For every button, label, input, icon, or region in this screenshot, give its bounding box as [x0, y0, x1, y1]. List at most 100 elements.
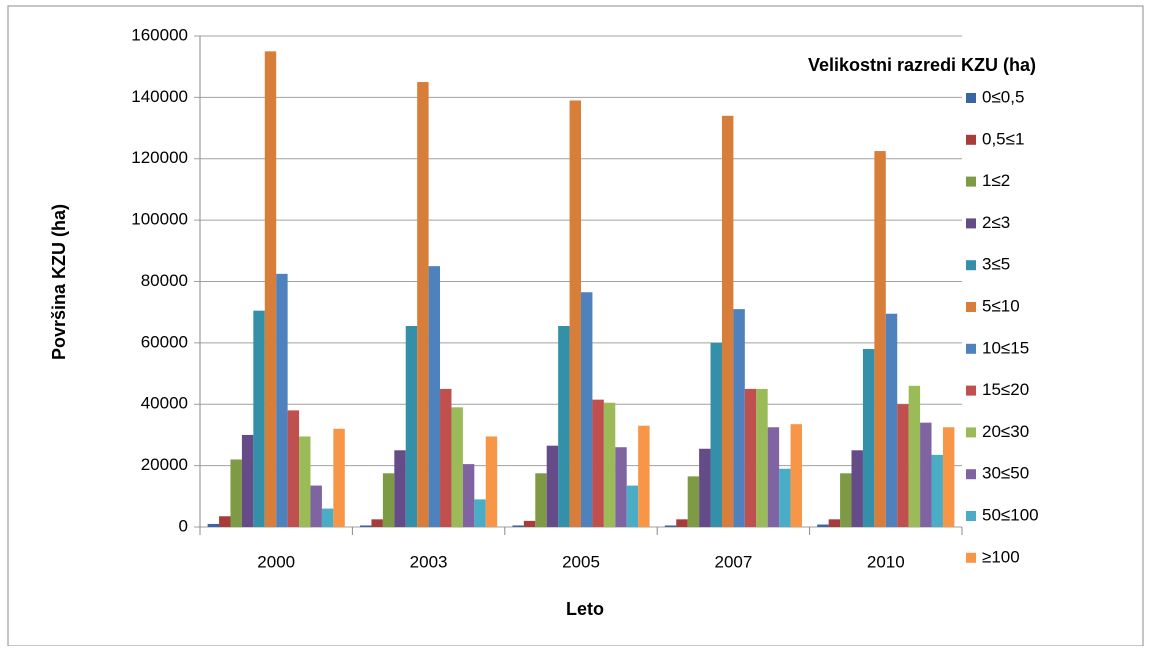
legend-swatch: [966, 385, 976, 396]
bar: [767, 427, 780, 527]
legend-swatch: [966, 427, 976, 438]
y-tick-label: 160000: [131, 25, 188, 44]
y-tick-label: 120000: [131, 148, 188, 167]
legend-label: 1≤2: [982, 171, 1010, 190]
legend-label: 50≤100: [982, 505, 1039, 524]
bar: [908, 385, 921, 527]
bar: [779, 468, 791, 527]
bar: [417, 82, 429, 527]
bar: [862, 349, 875, 527]
bar: [546, 445, 559, 527]
bar: [371, 519, 383, 527]
bar: [840, 473, 852, 527]
legend-swatch: [966, 260, 976, 271]
bar: [394, 450, 406, 527]
bar: [253, 310, 265, 527]
bar: [310, 485, 322, 527]
x-tick-label: 2003: [410, 552, 448, 571]
bar: [264, 51, 277, 527]
bar: [756, 388, 768, 527]
bar: [721, 115, 734, 527]
x-tick-label: 2010: [867, 552, 905, 571]
bar: [885, 313, 898, 527]
legend-swatch: [966, 302, 976, 312]
x-tick-label: 2007: [714, 552, 752, 571]
bar: [558, 325, 570, 527]
legend-swatch: [966, 469, 976, 480]
y-tick-label: 20000: [141, 455, 188, 474]
legend-label: 10≤15: [982, 338, 1029, 357]
legend-swatch: [966, 134, 976, 145]
legend-label: 5≤10: [982, 296, 1020, 315]
bar: [744, 388, 757, 527]
bar: [664, 525, 677, 527]
bar: [360, 525, 372, 527]
legend-label: 2≤3: [982, 213, 1010, 232]
bar: [874, 151, 886, 527]
bar: [733, 309, 745, 527]
y-tick-label: 60000: [141, 332, 188, 351]
bar: [699, 448, 711, 527]
bar: [638, 425, 650, 527]
legend-label: 20≤30: [982, 422, 1029, 441]
bar: [512, 525, 524, 527]
legend-title: Velikostni razredi KZU (ha): [808, 55, 1036, 75]
legend-label: 30≤50: [982, 464, 1029, 483]
bar: [942, 427, 955, 527]
bar: [299, 436, 311, 527]
bar: [676, 519, 688, 527]
legend-label: 0,5≤1: [982, 129, 1024, 148]
legend-label: 15≤20: [982, 380, 1029, 399]
y-axis-title: Površina KZU (ha): [49, 204, 69, 360]
bar: [687, 476, 700, 527]
x-tick-label: 2005: [562, 552, 600, 571]
x-tick-label: 2000: [257, 552, 295, 571]
bar: [241, 434, 254, 527]
legend-swatch: [966, 93, 976, 103]
bar: [603, 402, 616, 527]
bar: [920, 422, 932, 527]
bar: [710, 342, 722, 527]
legend-swatch: [966, 511, 976, 521]
bar: [474, 499, 486, 527]
bar: [382, 473, 395, 527]
bar: [440, 388, 452, 527]
bar: [287, 410, 300, 527]
bar: [485, 436, 498, 527]
bar: [405, 325, 418, 527]
bar: [230, 459, 242, 527]
bar: [276, 273, 288, 527]
y-tick-label: 40000: [141, 394, 188, 413]
bar: [219, 516, 231, 527]
bar: [462, 464, 475, 527]
bar: [897, 404, 909, 527]
bar: [626, 485, 639, 527]
bar: [592, 399, 604, 527]
legend-label: ≥100: [982, 547, 1020, 566]
bar: [523, 520, 536, 527]
legend-swatch: [966, 176, 976, 187]
bar: [790, 424, 802, 527]
bar: [428, 266, 441, 527]
bar: [615, 447, 627, 527]
bar: [207, 523, 220, 527]
x-axis-title: Leto: [566, 599, 604, 619]
bar: [569, 100, 581, 527]
y-tick-label: 140000: [131, 87, 188, 106]
legend-swatch: [966, 552, 976, 563]
legend-label: 0≤0,5: [982, 87, 1024, 106]
bar: [333, 428, 345, 527]
legend-label: 3≤5: [982, 255, 1010, 274]
bar: [321, 508, 334, 527]
y-tick-label: 80000: [141, 271, 188, 290]
y-tick-label: 100000: [131, 210, 188, 229]
bar: [581, 292, 593, 527]
bar: [828, 519, 841, 527]
legend-swatch: [966, 343, 976, 354]
bar: [817, 524, 829, 527]
y-tick-label: 0: [179, 516, 188, 535]
legend-swatch: [966, 218, 976, 229]
bar: [931, 454, 943, 527]
bar: [535, 473, 547, 527]
